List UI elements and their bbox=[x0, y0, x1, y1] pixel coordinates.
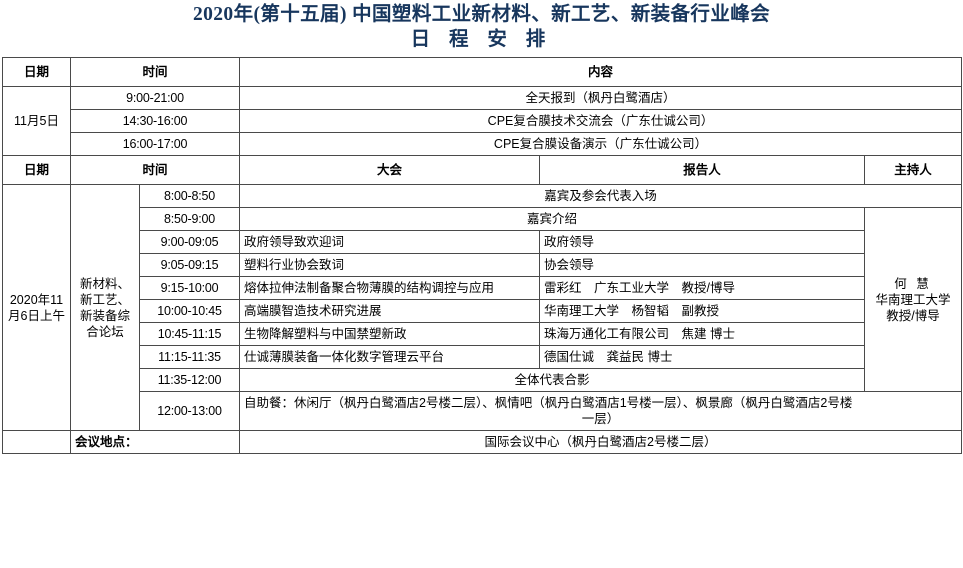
cell-buffet-content: 自助餐：休闲厅（枫丹白鹭酒店2号楼二层）、枫情吧（枫丹白鹭酒店1号楼一层）、枫景… bbox=[239, 391, 963, 431]
cell-time: 16:00-17:00 bbox=[69, 132, 241, 156]
cell-time: 9:00-09:05 bbox=[138, 230, 241, 254]
cell-speaker: 政府领导 bbox=[539, 230, 866, 254]
cell-empty-date bbox=[2, 430, 71, 454]
cell-topic: 熔体拉伸法制备聚合物薄膜的结构调控与应用 bbox=[239, 276, 541, 300]
cell-venue-value: 国际会议中心（枫丹白鹭酒店2号楼二层） bbox=[239, 430, 963, 454]
cell-forum-name: 新材料、新工艺、新装备综合论坛 bbox=[70, 184, 140, 431]
cell-date-nov6: 2020年11月6日上午 bbox=[2, 184, 71, 431]
table-row: 9:05-09:15 塑料行业协会致词 协会领导 bbox=[3, 253, 962, 277]
cell-date-nov5: 11月5日 bbox=[2, 86, 71, 156]
column-header-date: 日期 bbox=[2, 57, 71, 87]
table-row: 10:00-10:45 高端膜智造技术研究进展 华南理工大学 杨智韬 副教授 bbox=[3, 299, 962, 323]
cell-speaker: 雷彩红 广东工业大学 教授/博导 bbox=[539, 276, 866, 300]
page-subtitle: 日 程 安 排 bbox=[410, 29, 553, 50]
column-header-content: 内容 bbox=[239, 57, 963, 87]
table-row-venue: 会议地点： 国际会议中心（枫丹白鹭酒店2号楼二层） bbox=[2, 430, 963, 454]
cell-time: 11:15-11:35 bbox=[138, 345, 241, 369]
cell-time: 10:00-10:45 bbox=[138, 299, 241, 323]
host-affiliation: 华南理工大学 bbox=[875, 292, 951, 307]
table-row: 16:00-17:00 CPE复合膜设备演示（广东仕诚公司） bbox=[3, 132, 963, 156]
cell-speaker: 德国仕诚 龚益民 博士 bbox=[539, 345, 866, 369]
cell-topic: 政府领导致欢迎词 bbox=[239, 230, 541, 254]
table-row: 10:45-11:15 生物降解塑料与中国禁塑新政 珠海万通化工有限公司 焦建 … bbox=[3, 322, 962, 346]
table-row: 11:35-12:00 全体代表合影 bbox=[3, 368, 962, 392]
table-row: 9:15-10:00 熔体拉伸法制备聚合物薄膜的结构调控与应用 雷彩红 广东工业… bbox=[3, 276, 962, 300]
column-header-speaker: 报告人 bbox=[539, 155, 866, 185]
cell-venue-label: 会议地点： bbox=[69, 430, 241, 454]
cell-time: 11:35-12:00 bbox=[138, 368, 241, 392]
cell-topic: 仕诚薄膜装备一体化数字管理云平台 bbox=[239, 345, 541, 369]
host-name: 何 慧 bbox=[894, 276, 932, 291]
buffet-line-1: 自助餐：休闲厅（枫丹白鹭酒店2号楼二层）、枫情吧（枫丹白鹭酒店1号楼一层）、枫景… bbox=[244, 396, 853, 410]
cell-topic: 嘉宾介绍 bbox=[239, 207, 866, 231]
host-title: 教授/博导 bbox=[886, 308, 940, 323]
table-row: 11月5日 9:00-21:00 全天报到（枫丹白鹭酒店） bbox=[2, 86, 963, 156]
column-header-topic: 大会 bbox=[239, 155, 541, 185]
column-header-time: 时间 bbox=[69, 155, 241, 185]
cell-time: 9:15-10:00 bbox=[138, 276, 241, 300]
cell-time: 14:30-16:00 bbox=[69, 109, 241, 133]
cell-time: 9:00-21:00 bbox=[69, 86, 241, 110]
cell-content: 全天报到（枫丹白鹭酒店） bbox=[239, 86, 963, 110]
column-header-host: 主持人 bbox=[864, 155, 963, 185]
table-row: 11:15-11:35 仕诚薄膜装备一体化数字管理云平台 德国仕诚 龚益民 博士 bbox=[3, 345, 962, 369]
cell-time: 8:50-9:00 bbox=[138, 207, 241, 231]
cell-content: CPE复合膜技术交流会（广东仕诚公司） bbox=[239, 109, 963, 133]
cell-topic: 嘉宾及参会代表入场 bbox=[239, 184, 963, 208]
buffet-line-2: 一层） bbox=[581, 412, 620, 426]
cell-speaker: 华南理工大学 杨智韬 副教授 bbox=[539, 299, 866, 323]
cell-topic: 高端膜智造技术研究进展 bbox=[239, 299, 541, 323]
cell-host: 何 慧 华南理工大学 教授/博导 bbox=[864, 207, 963, 392]
cell-content: CPE复合膜设备演示（广东仕诚公司） bbox=[239, 132, 963, 156]
table-row-buffet: 12:00-13:00 自助餐：休闲厅（枫丹白鹭酒店2号楼二层）、枫情吧（枫丹白… bbox=[3, 391, 963, 431]
cell-speaker: 珠海万通化工有限公司 焦建 博士 bbox=[539, 322, 866, 346]
cell-topic: 塑料行业协会致词 bbox=[239, 253, 541, 277]
cell-time: 10:45-11:15 bbox=[138, 322, 241, 346]
page-title: 2020年(第十五届) 中国塑料工业新材料、新工艺、新装备行业峰会 bbox=[192, 4, 771, 25]
table-row: 8:50-9:00 嘉宾介绍 何 慧 华南理工大学 教授/博导 bbox=[3, 207, 963, 392]
cell-time: 8:00-8:50 bbox=[138, 184, 241, 208]
cell-speaker: 协会领导 bbox=[539, 253, 866, 277]
cell-time: 9:05-09:15 bbox=[138, 253, 241, 277]
cell-time: 12:00-13:00 bbox=[138, 391, 241, 431]
section2-header-row: 日期 时间 大会 报告人 主持人 bbox=[2, 155, 963, 185]
table-row: 9:00-09:05 政府领导致欢迎词 政府领导 bbox=[3, 230, 962, 254]
section1-header-row: 日期 时间 内容 bbox=[2, 57, 963, 87]
column-header-time: 时间 bbox=[69, 57, 241, 87]
table-row: 14:30-16:00 CPE复合膜技术交流会（广东仕诚公司） bbox=[3, 109, 963, 133]
column-header-date: 日期 bbox=[2, 155, 71, 185]
table-row: 2020年11月6日上午 新材料、新工艺、新装备综合论坛 8:00-8:50 嘉… bbox=[2, 184, 963, 431]
schedule-table: 日期 时间 内容 11月5日 9:00-21:00 全天报到（枫丹白鹭酒店） 1… bbox=[2, 57, 963, 454]
document-title-block: 2020年(第十五届) 中国塑料工业新材料、新工艺、新装备行业峰会 日 程 安 … bbox=[0, 0, 963, 52]
cell-topic: 生物降解塑料与中国禁塑新政 bbox=[239, 322, 541, 346]
cell-topic: 全体代表合影 bbox=[239, 368, 866, 392]
